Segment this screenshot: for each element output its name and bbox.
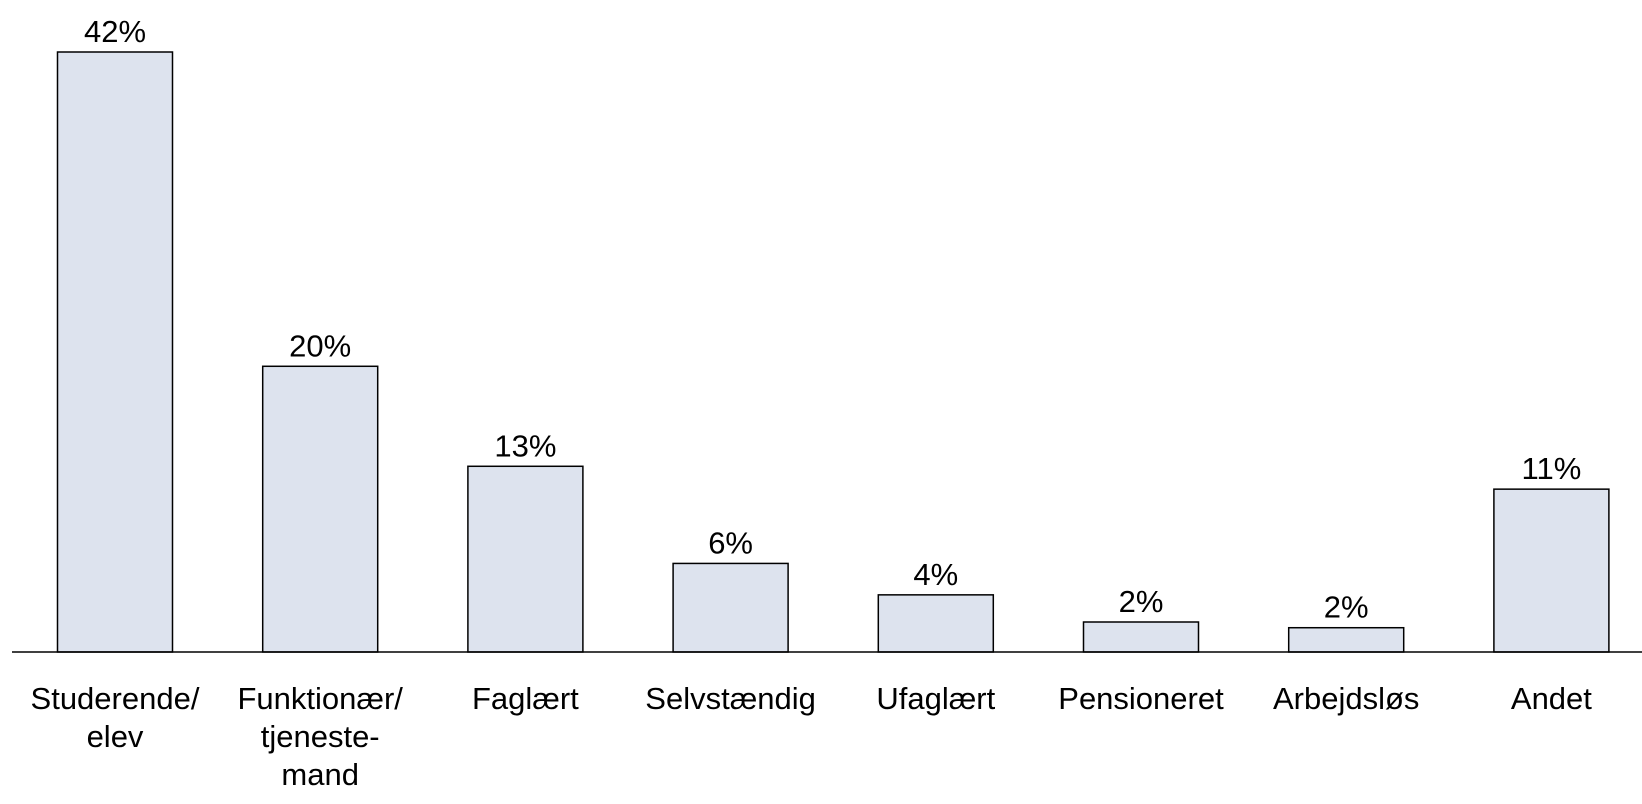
bar [1287,626,1405,653]
x-tick-label: Faglært [472,681,579,716]
x-tick-label: Selvstændig [645,681,816,716]
x-tick-label-line: Andet [1511,681,1592,716]
x-tick-label-line: Pensioneret [1058,681,1224,716]
x-tick-label-line: Arbejdsløs [1273,681,1419,716]
bar [877,594,995,653]
data-label: 13% [494,428,556,463]
x-tick-label-line: Ufaglært [876,681,995,716]
bar [56,51,174,653]
data-label: 11% [1522,451,1582,486]
bar [672,562,789,653]
data-label: 20% [289,328,351,363]
data-label: 4% [913,557,958,592]
x-tick-label-line: Studerende/ [31,681,200,716]
x-tick-label: Funktionær/tjeneste-mand [237,681,403,792]
x-tick-label-line: Faglært [472,681,579,716]
bar [261,365,379,653]
bar [467,465,584,653]
bar [1493,488,1610,653]
x-tick-label: Studerende/elev [31,681,200,754]
x-tick-label: Arbejdsløs [1273,681,1419,716]
x-tick-label: Pensioneret [1058,681,1224,716]
data-label: 2% [1324,590,1369,625]
x-tick-label-line: Selvstændig [645,681,816,716]
bar [1082,621,1200,653]
x-tick-label-line: Funktionær/ [237,681,403,716]
x-tick-label-line: elev [87,719,144,754]
data-label: 42% [84,14,146,49]
x-tick-label: Ufaglært [876,681,995,716]
data-label: 6% [708,525,753,560]
x-tick-label: Andet [1511,681,1592,716]
x-tick-label-line: tjeneste- [261,719,380,754]
x-tick-label-line: mand [281,757,359,792]
data-label: 2% [1119,584,1164,619]
